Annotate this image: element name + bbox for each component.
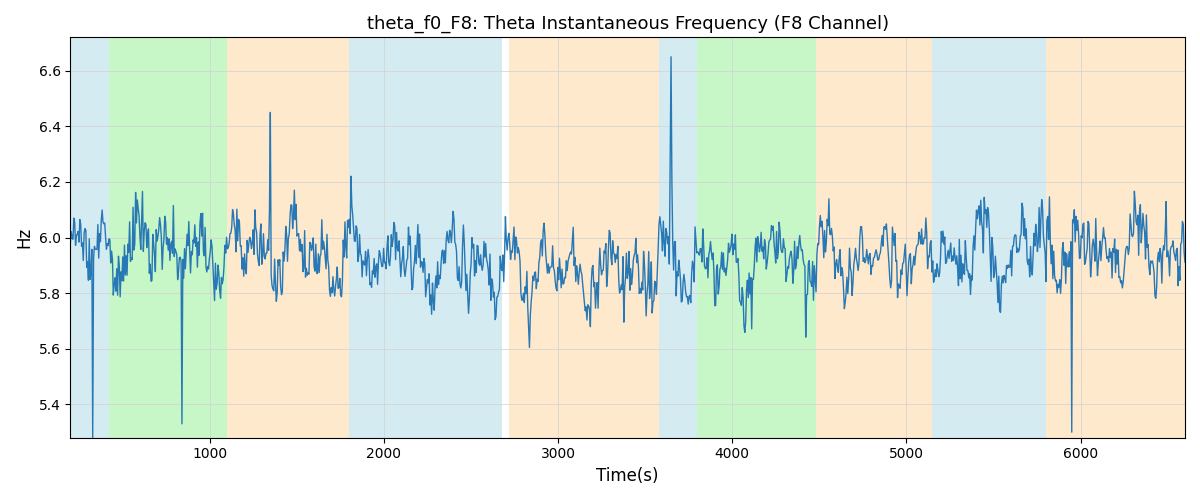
Title: theta_f0_F8: Theta Instantaneous Frequency (F8 Channel): theta_f0_F8: Theta Instantaneous Frequen… [367, 15, 889, 34]
X-axis label: Time(s): Time(s) [596, 467, 659, 485]
Bar [71, 38, 109, 438]
Y-axis label: Hz: Hz [14, 227, 32, 248]
Bar [109, 38, 227, 438]
Bar [816, 38, 932, 438]
Bar [932, 38, 1045, 438]
Bar [659, 38, 697, 438]
Bar [503, 38, 509, 438]
Bar [227, 38, 349, 438]
Bar [1045, 38, 1186, 438]
Bar [509, 38, 659, 438]
Bar [349, 38, 503, 438]
Bar [697, 38, 816, 438]
